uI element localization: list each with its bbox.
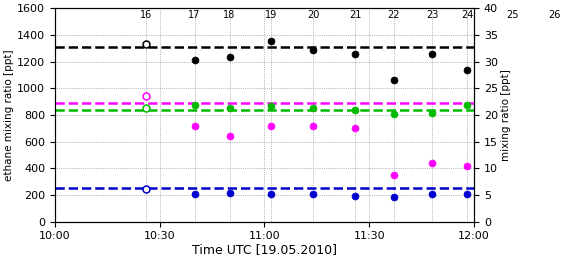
Text: 17: 17 <box>188 10 201 20</box>
Text: 25: 25 <box>506 10 519 20</box>
Text: 21: 21 <box>349 10 361 20</box>
X-axis label: Time UTC [19.05.2010]: Time UTC [19.05.2010] <box>192 243 337 256</box>
Text: 24: 24 <box>461 10 473 20</box>
Text: 23: 23 <box>426 10 438 20</box>
Text: 20: 20 <box>307 10 320 20</box>
Y-axis label: ethane mixing ratio [ppt]: ethane mixing ratio [ppt] <box>4 49 14 181</box>
Text: 22: 22 <box>387 10 400 20</box>
Text: 16: 16 <box>139 10 152 20</box>
Text: 18: 18 <box>224 10 236 20</box>
Text: 19: 19 <box>265 10 278 20</box>
Text: 26: 26 <box>549 10 560 20</box>
Y-axis label: mixing ratio [ppt]: mixing ratio [ppt] <box>501 69 511 161</box>
